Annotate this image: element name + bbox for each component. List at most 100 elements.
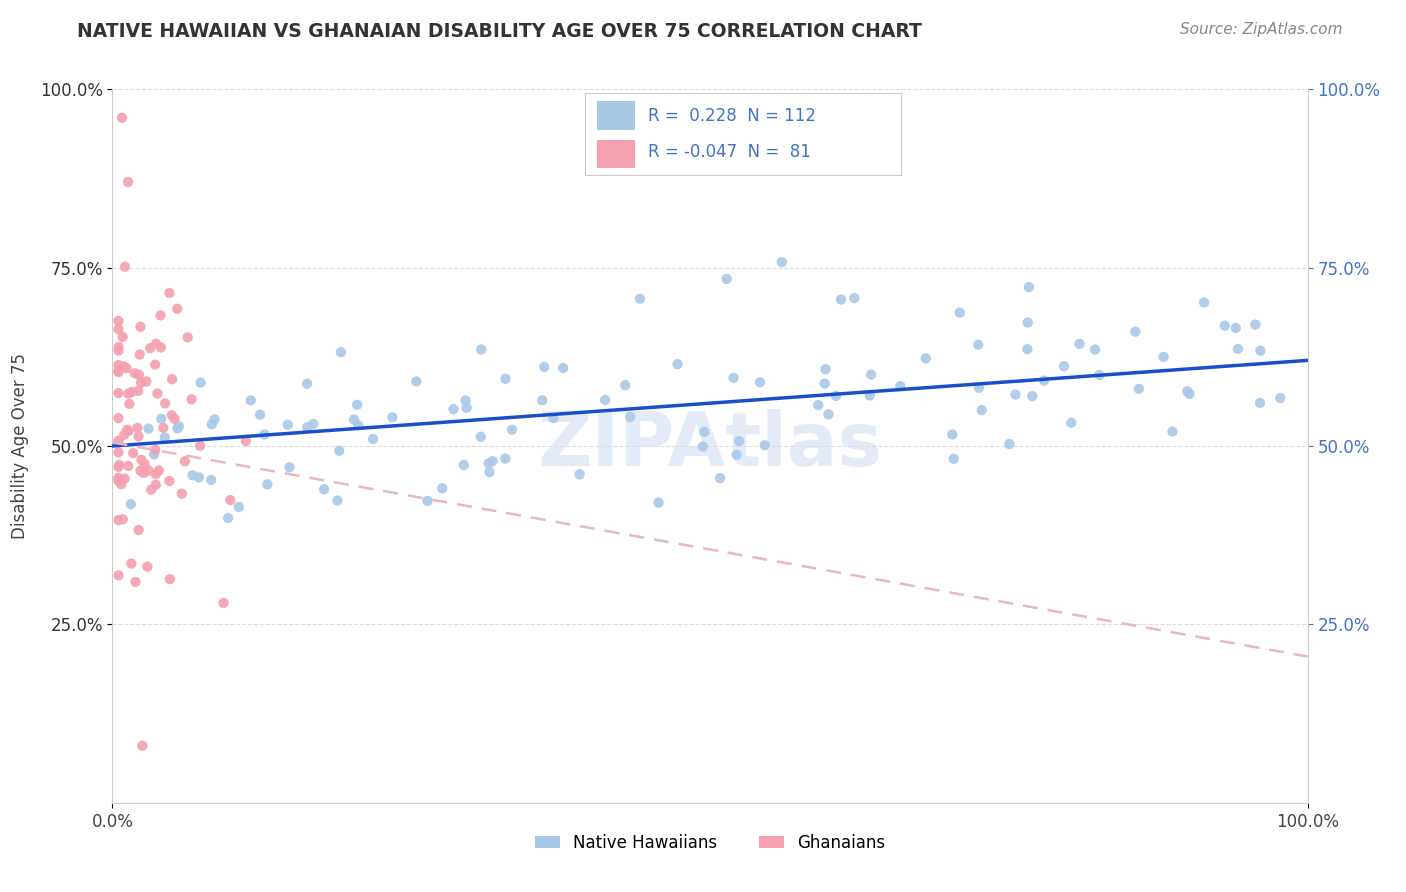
Point: [456, 401, 478, 415]
Point: [278, 460, 301, 475]
Point: [228, 500, 250, 514]
Point: [153, 430, 176, 444]
Point: [159, 572, 181, 586]
Point: [124, 574, 146, 589]
Point: [1084, 343, 1107, 357]
Point: [127, 421, 149, 435]
Point: [501, 423, 523, 437]
Point: [160, 372, 183, 386]
Point: [163, 412, 186, 426]
Point: [148, 464, 170, 478]
Point: [107, 460, 129, 475]
Point: [149, 309, 172, 323]
Point: [1249, 343, 1271, 358]
Point: [531, 393, 554, 408]
Point: [160, 409, 183, 423]
Point: [122, 446, 145, 460]
Point: [249, 408, 271, 422]
Point: [135, 375, 157, 389]
Point: [128, 347, 150, 361]
Point: [138, 464, 160, 478]
Point: [143, 447, 166, 461]
Point: [107, 364, 129, 378]
Point: [138, 422, 160, 436]
Point: [770, 255, 793, 269]
Point: [346, 398, 368, 412]
Point: [187, 470, 209, 484]
Point: [716, 272, 738, 286]
Point: [1244, 318, 1267, 332]
Point: [1225, 321, 1247, 335]
Point: [146, 386, 169, 401]
Point: [277, 417, 299, 432]
Point: [754, 438, 776, 452]
Point: [295, 376, 318, 391]
Point: [107, 471, 129, 485]
Point: [295, 420, 318, 434]
Point: [1033, 374, 1056, 388]
Point: [188, 439, 211, 453]
Point: [1270, 391, 1292, 405]
Point: [970, 403, 993, 417]
Point: [143, 358, 166, 372]
Point: [235, 434, 257, 448]
Point: [1128, 382, 1150, 396]
Point: [212, 596, 235, 610]
Point: [593, 392, 616, 407]
Point: [1018, 280, 1040, 294]
Point: [728, 434, 751, 449]
Text: ZIPAtlas: ZIPAtlas: [537, 409, 883, 483]
Point: [112, 359, 135, 374]
Point: [108, 458, 131, 472]
Point: [256, 477, 278, 491]
Point: [1088, 368, 1111, 382]
Point: [127, 384, 149, 398]
Point: [166, 301, 188, 316]
Point: [1017, 316, 1039, 330]
Point: [124, 366, 146, 380]
Point: [619, 409, 641, 424]
Point: [814, 376, 837, 391]
Point: [1053, 359, 1076, 374]
Point: [443, 402, 465, 417]
Point: [470, 430, 492, 444]
Point: [723, 371, 745, 385]
Point: [817, 407, 839, 421]
Point: [157, 474, 180, 488]
Point: [693, 425, 716, 439]
Point: [131, 453, 153, 467]
Point: [1178, 387, 1201, 401]
Point: [177, 330, 200, 344]
Point: [117, 458, 139, 473]
Point: [117, 175, 139, 189]
Point: [998, 437, 1021, 451]
Point: [478, 457, 501, 471]
Point: [1069, 337, 1091, 351]
Point: [190, 376, 212, 390]
Point: [114, 472, 136, 486]
Point: [107, 474, 129, 488]
Point: [166, 421, 188, 435]
Point: [967, 381, 990, 395]
Point: [814, 362, 837, 376]
Point: [173, 454, 195, 468]
Point: [1021, 389, 1043, 403]
Point: [551, 361, 574, 376]
Point: [453, 458, 475, 472]
Point: [129, 376, 152, 390]
Point: [914, 351, 936, 366]
Point: [1060, 416, 1083, 430]
Point: [844, 291, 866, 305]
Point: [1153, 350, 1175, 364]
Point: [134, 457, 156, 471]
Point: [347, 418, 370, 433]
Point: [145, 336, 167, 351]
Point: [647, 496, 669, 510]
Point: [201, 417, 224, 432]
Point: [361, 432, 384, 446]
Point: [860, 368, 883, 382]
Point: [533, 359, 555, 374]
Point: [107, 434, 129, 448]
Point: [1226, 342, 1249, 356]
Point: [120, 497, 142, 511]
